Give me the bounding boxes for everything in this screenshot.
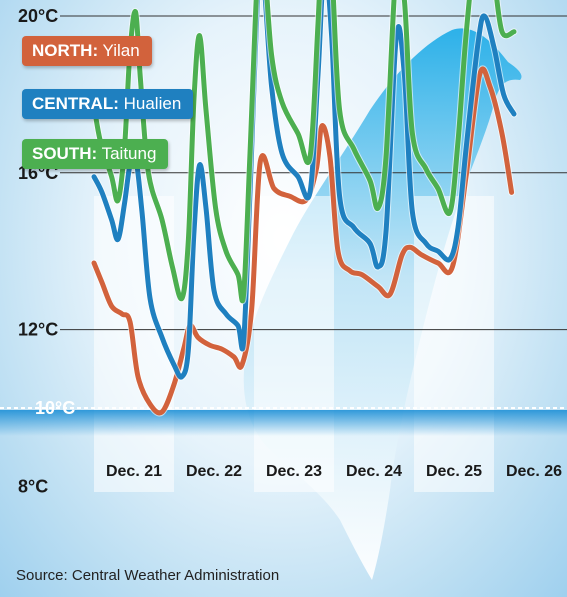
x-axis-ticks: Dec. 21 Dec. 22 Dec. 23 Dec. 24 Dec. 25 Dec. …: [106, 463, 562, 480]
legend-place-label: Yilan: [102, 41, 140, 60]
legend-place-label: Hualien: [123, 94, 182, 113]
below-10c-zone: [0, 410, 567, 436]
gridlines: [60, 15, 567, 331]
x-tick-label: Dec. 25: [426, 463, 482, 480]
legend-region-label: NORTH:: [32, 41, 99, 60]
legend-region-label: CENTRAL:: [32, 94, 119, 113]
y-tick-label: 20°C: [18, 6, 58, 26]
series-line: [91, 0, 517, 304]
x-tick-label: Dec. 21: [106, 463, 162, 480]
series-lines: [90, 0, 518, 417]
day-bands: [94, 196, 494, 492]
day-band: [254, 196, 334, 492]
legend-item-north: NORTH: Yilan: [22, 36, 152, 66]
legend-place-label: Taitung: [101, 144, 157, 163]
series-line: [91, 0, 517, 380]
y-tick-label: 10°C: [35, 398, 75, 418]
legend-region-label: SOUTH:: [32, 144, 98, 163]
x-tick-label: Dec. 26: [506, 463, 562, 480]
legend-item-central: CENTRAL: Hualien: [22, 89, 194, 119]
y-tick-label: 8°C: [18, 476, 48, 496]
x-tick-label: Dec. 24: [346, 463, 402, 480]
y-axis-ticks: 24°C20°C16°C12°C10°C8°C: [18, 6, 75, 496]
y-tick-label: 12°C: [18, 320, 58, 340]
series-line: [91, 66, 515, 416]
legend-item-south: SOUTH: Taitung: [22, 139, 169, 169]
x-tick-label: Dec. 23: [266, 463, 322, 480]
x-tick-label: Dec. 22: [186, 463, 242, 480]
source-note: Source: Central Weather Administration: [16, 567, 280, 584]
